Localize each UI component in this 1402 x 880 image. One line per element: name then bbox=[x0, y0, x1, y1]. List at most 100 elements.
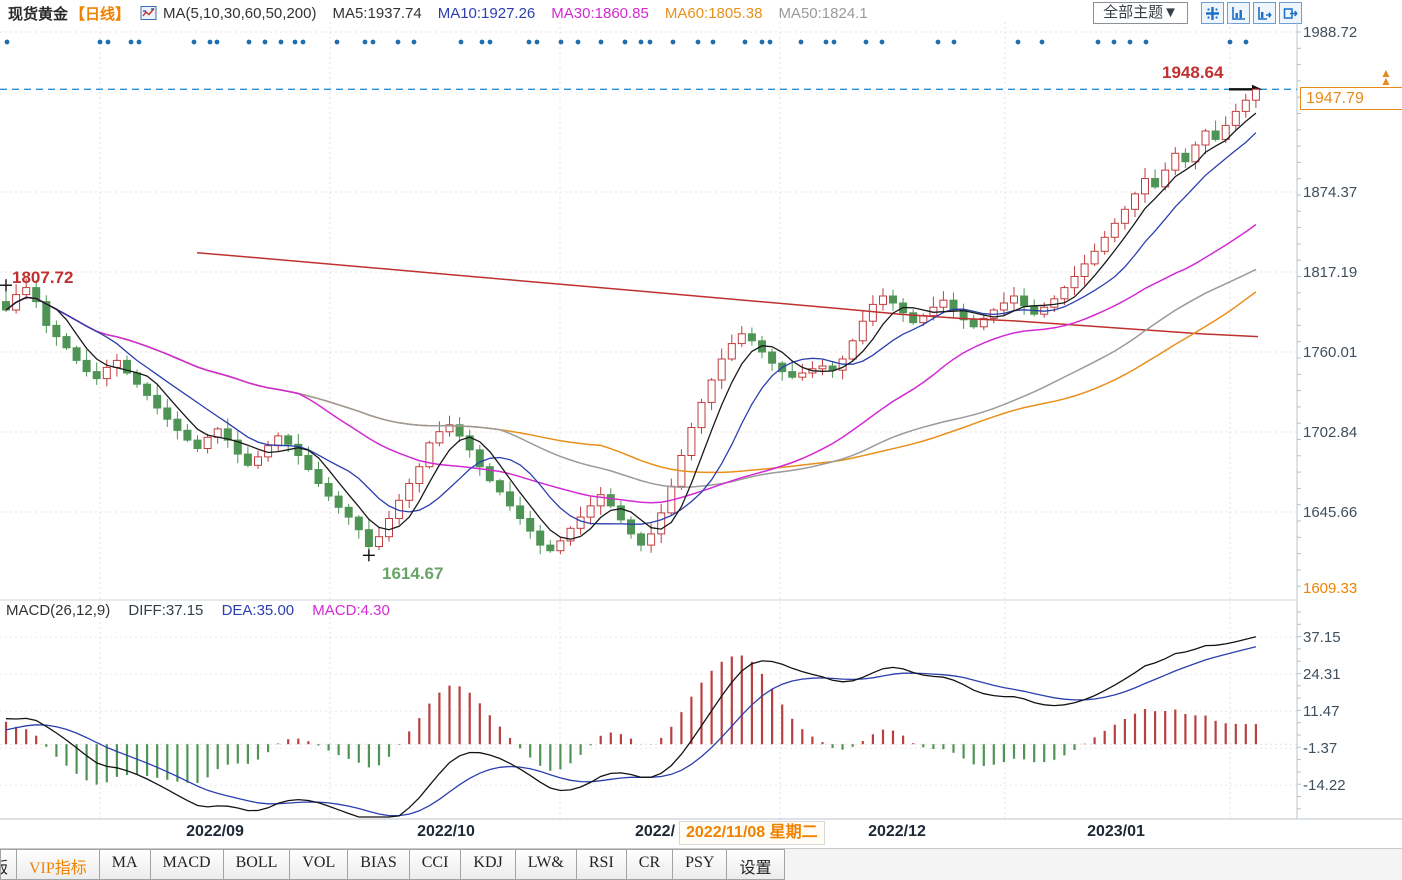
chart-canvas[interactable]: 1988.72 1874.37 1817.19 1760.01 1702.84 1645.… bbox=[0, 22, 1402, 820]
candle bbox=[455, 424, 464, 437]
candle bbox=[133, 372, 141, 385]
event-dot[interactable] bbox=[710, 39, 716, 45]
event-dot[interactable] bbox=[362, 39, 368, 45]
axis-tick-label: 24.31 bbox=[1303, 666, 1341, 683]
event-dot[interactable] bbox=[1227, 39, 1233, 45]
axis-tick-label: -1.37 bbox=[1303, 740, 1337, 757]
tab-MA[interactable]: MA bbox=[98, 849, 151, 880]
event-dot[interactable] bbox=[479, 39, 485, 45]
event-dot[interactable] bbox=[334, 39, 340, 45]
candle bbox=[516, 505, 525, 519]
event-dot[interactable] bbox=[1039, 39, 1045, 45]
tab-RSI[interactable]: RSI bbox=[575, 849, 627, 880]
tab-设置[interactable]: 设置 bbox=[726, 849, 785, 880]
event-dot[interactable] bbox=[4, 39, 10, 45]
event-dot[interactable] bbox=[767, 39, 773, 45]
ma200-line bbox=[196, 251, 1259, 338]
event-dot[interactable] bbox=[262, 39, 268, 45]
event-dot[interactable] bbox=[395, 39, 401, 45]
event-dot[interactable] bbox=[487, 39, 493, 45]
candle bbox=[727, 343, 736, 360]
candle bbox=[1070, 276, 1079, 289]
date-tooltip: 2022/11/08 星期二 bbox=[679, 821, 825, 845]
event-dot[interactable] bbox=[879, 39, 885, 45]
macd-diff-value: DIFF:37.15 bbox=[128, 602, 204, 619]
event-dot[interactable] bbox=[136, 39, 142, 45]
candle bbox=[858, 320, 867, 342]
event-dot[interactable] bbox=[411, 39, 417, 45]
tab-KDJ[interactable]: KDJ bbox=[460, 849, 516, 880]
event-dot[interactable] bbox=[207, 39, 213, 45]
candle bbox=[324, 483, 333, 497]
candle bbox=[334, 495, 343, 508]
event-dot[interactable] bbox=[951, 39, 957, 45]
tab-BOLL[interactable]: BOLL bbox=[222, 849, 291, 880]
annotation-left-high: 1807.72 bbox=[12, 268, 74, 287]
event-dot[interactable] bbox=[292, 39, 298, 45]
candle bbox=[354, 516, 363, 531]
event-dot[interactable] bbox=[370, 39, 376, 45]
event-dot[interactable] bbox=[742, 39, 748, 45]
event-dot[interactable] bbox=[526, 39, 532, 45]
axis-tick-label: 11.47 bbox=[1303, 703, 1339, 720]
event-dot[interactable] bbox=[105, 39, 111, 45]
ma5-value: MA5:1937.74 bbox=[332, 4, 422, 22]
event-dot[interactable] bbox=[1095, 39, 1101, 45]
event-dot[interactable] bbox=[647, 39, 653, 45]
event-dot[interactable] bbox=[863, 39, 869, 45]
candle bbox=[203, 436, 212, 449]
candle bbox=[889, 295, 897, 304]
candle bbox=[1231, 110, 1240, 126]
axis-tick-label: 1988.72 bbox=[1303, 24, 1357, 41]
tab-PSY[interactable]: PSY bbox=[672, 849, 728, 880]
candle bbox=[233, 439, 242, 455]
candle bbox=[72, 347, 81, 361]
event-dot[interactable] bbox=[97, 39, 103, 45]
event-dot[interactable] bbox=[214, 39, 220, 45]
tab-BIAS[interactable]: BIAS bbox=[347, 849, 410, 880]
event-dot[interactable] bbox=[638, 39, 644, 45]
pop-out-icon[interactable] bbox=[1279, 2, 1302, 24]
event-dot[interactable] bbox=[246, 39, 252, 45]
event-dot[interactable] bbox=[831, 39, 837, 45]
event-dot[interactable] bbox=[598, 39, 604, 45]
event-dot[interactable] bbox=[1127, 39, 1133, 45]
event-dot[interactable] bbox=[191, 39, 197, 45]
event-dot[interactable] bbox=[128, 39, 134, 45]
x-axis-label: 2022/09 bbox=[186, 823, 244, 840]
chart-header: 现货黄金 【日线】 MA(5,10,30,60,50,200) MA5:1937… bbox=[0, 0, 1402, 24]
candle bbox=[616, 505, 625, 521]
candle bbox=[193, 439, 202, 450]
tab-CR[interactable]: CR bbox=[625, 849, 674, 880]
tab-partial[interactable]: 版 bbox=[0, 849, 17, 880]
event-dot[interactable] bbox=[695, 39, 701, 45]
event-dot[interactable] bbox=[458, 39, 464, 45]
event-dot[interactable] bbox=[278, 39, 284, 45]
tab-MACD[interactable]: MACD bbox=[149, 849, 224, 880]
event-dot[interactable] bbox=[622, 39, 628, 45]
event-dot[interactable] bbox=[935, 39, 941, 45]
tab-CCI[interactable]: CCI bbox=[408, 849, 462, 880]
event-dot[interactable] bbox=[534, 39, 540, 45]
event-dot[interactable] bbox=[1015, 39, 1021, 45]
event-dot[interactable] bbox=[1111, 39, 1117, 45]
tab-VOL[interactable]: VOL bbox=[289, 849, 349, 880]
pan-tool-icon[interactable] bbox=[1201, 2, 1224, 24]
tab-LW&[interactable]: LW& bbox=[514, 849, 577, 880]
event-dot[interactable] bbox=[1143, 39, 1149, 45]
candle bbox=[143, 383, 152, 396]
event-dot[interactable] bbox=[558, 39, 564, 45]
sub-chart-layout-icon[interactable] bbox=[1253, 2, 1276, 24]
event-dot[interactable] bbox=[575, 39, 581, 45]
main-chart-layout-icon[interactable] bbox=[1227, 2, 1250, 24]
candle bbox=[879, 295, 887, 305]
event-dot[interactable] bbox=[823, 39, 829, 45]
event-dot[interactable] bbox=[300, 39, 306, 45]
theme-dropdown[interactable]: 全部主题▼ bbox=[1093, 2, 1188, 24]
tab-VIP指标[interactable]: VIP指标 bbox=[16, 849, 100, 880]
event-dot[interactable] bbox=[670, 39, 676, 45]
event-dot[interactable] bbox=[798, 39, 804, 45]
event-dot[interactable] bbox=[1243, 39, 1249, 45]
event-dot[interactable] bbox=[759, 39, 765, 45]
candle bbox=[173, 418, 182, 431]
